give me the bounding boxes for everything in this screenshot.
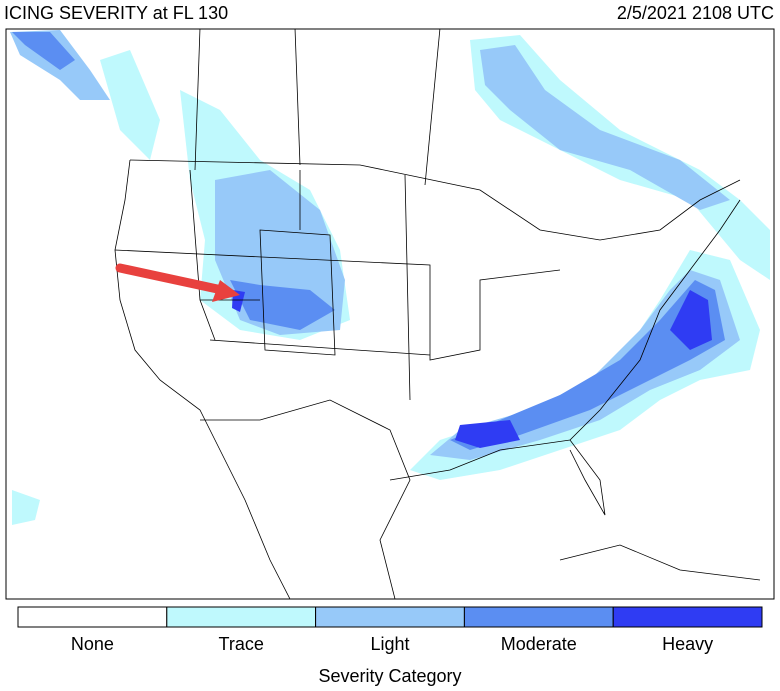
legend-swatch [315,606,465,628]
legend-swatch [166,606,317,628]
borders [114,29,761,599]
title: ICING SEVERITY at FL 130 [4,3,228,23]
map [5,28,775,600]
legend-label: None [71,634,114,654]
timestamp: 2/5/2021 2108 UTC [617,3,774,23]
legend-label: Moderate [501,634,577,654]
legend-label: Trace [219,634,264,654]
legend: None Trace Light Moderate Heavy [17,606,763,654]
arrow-head [212,280,240,302]
legend-label: Heavy [662,634,713,654]
icing-field [10,30,770,525]
legend-swatch [463,606,614,628]
legend-label: Light [370,634,409,654]
arrow [115,263,227,295]
legend-title: Severity Category [318,666,461,686]
legend-swatch [17,606,168,628]
legend-swatch [612,606,763,628]
